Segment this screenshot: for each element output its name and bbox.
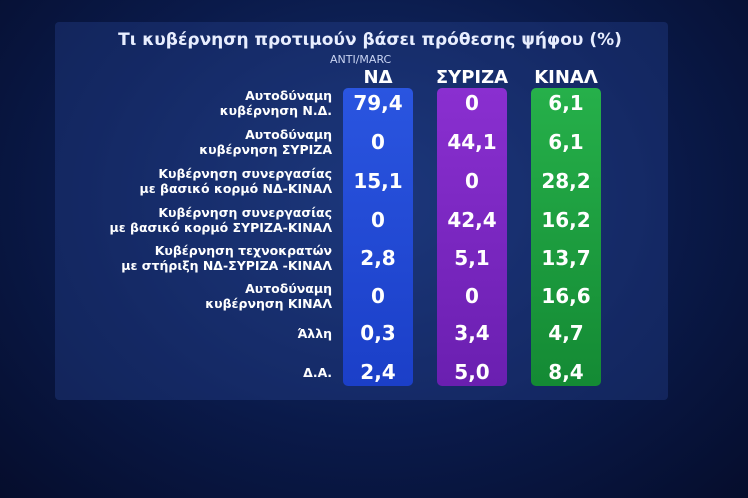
cell-value: 16,6 xyxy=(541,284,591,308)
column-bar xyxy=(531,88,601,386)
cell-value: 4,7 xyxy=(548,321,584,345)
cell-value: 0 xyxy=(465,91,479,115)
row-label: Κυβέρνηση τεχνοκρατών με στήριξη ΝΔ-ΣΥΡΙΖ… xyxy=(60,243,332,273)
cell-value: 6,1 xyxy=(548,130,584,154)
title: Τι κυβέρνηση προτιμούν βάσει πρόθεσης ψή… xyxy=(118,30,622,50)
row-label: Άλλη xyxy=(60,326,332,341)
cell-value: 79,4 xyxy=(353,91,403,115)
column-bar xyxy=(437,88,507,386)
column-header: ΚΙΝΑΛ xyxy=(534,67,598,88)
row-label: Αυτοδύναμη κυβέρνηση ΣΥΡΙΖΑ xyxy=(60,127,332,157)
cell-value: 0 xyxy=(371,130,385,154)
row-label-line: Αυτοδύναμη xyxy=(245,127,332,142)
row-label-line: κυβέρνηση Ν.Δ. xyxy=(219,103,332,118)
row-label-line: κυβέρνηση ΣΥΡΙΖΑ xyxy=(199,142,332,157)
cell-value: 0,3 xyxy=(360,321,396,345)
cell-value: 6,1 xyxy=(548,91,584,115)
row-label-line: Αυτοδύναμη xyxy=(245,281,332,296)
row-label: Κυβέρνηση συνεργασίας με βασικό κορμό ΝΔ-… xyxy=(60,166,333,196)
row-label: Αυτοδύναμη κυβέρνηση ΚΙΝΑΛ xyxy=(60,281,332,311)
cell-value: 28,2 xyxy=(541,169,591,193)
cell-value: 15,1 xyxy=(353,169,403,193)
cell-value: 0 xyxy=(371,208,385,232)
row-label-line: Αυτοδύναμη xyxy=(245,88,332,103)
cell-value: 44,1 xyxy=(447,130,497,154)
row-label-line: με βασικό κορμό ΝΔ-ΚΙΝΑΛ xyxy=(139,181,333,196)
cell-value: 16,2 xyxy=(541,208,591,232)
row-label-line: Κυβέρνηση συνεργασίας xyxy=(158,205,332,220)
column-header: ΣΥΡΙΖΑ xyxy=(435,67,509,88)
cell-value: 8,4 xyxy=(548,360,584,384)
row-label-line: Δ.Α. xyxy=(303,364,332,380)
row-label-line: κυβέρνηση ΚΙΝΑΛ xyxy=(205,296,332,311)
row-label: Δ.Α. xyxy=(60,365,332,380)
row-label-line: Κυβέρνηση τεχνοκρατών xyxy=(154,243,332,258)
row-label: Κυβέρνηση συνεργασίας με βασικό κορμό ΣΥΡ… xyxy=(60,205,333,235)
cell-value: 5,1 xyxy=(454,246,490,270)
source: ANTI/MARC xyxy=(330,53,392,66)
row-label-line: Άλλη xyxy=(297,325,332,341)
cell-value: 2,8 xyxy=(360,246,396,270)
cell-value: 2,4 xyxy=(360,360,396,384)
column-bar xyxy=(343,88,413,386)
row-label-line: Κυβέρνηση συνεργασίας xyxy=(158,166,332,181)
row-label-line: με βασικό κορμό ΣΥΡΙΖΑ-ΚΙΝΑΛ xyxy=(109,220,333,235)
cell-value: 0 xyxy=(465,169,479,193)
cell-value: 13,7 xyxy=(541,246,591,270)
cell-value: 42,4 xyxy=(447,208,497,232)
row-label-line: με στήριξη ΝΔ-ΣΥΡΙΖΑ -ΚΙΝΑΛ xyxy=(121,258,332,273)
row-label: Αυτοδύναμη κυβέρνηση Ν.Δ. xyxy=(60,88,332,118)
cell-value: 5,0 xyxy=(454,360,490,384)
cell-value: 0 xyxy=(465,284,479,308)
cell-value: 3,4 xyxy=(454,321,490,345)
cell-value: 0 xyxy=(371,284,385,308)
column-header: ΝΔ xyxy=(363,67,393,88)
